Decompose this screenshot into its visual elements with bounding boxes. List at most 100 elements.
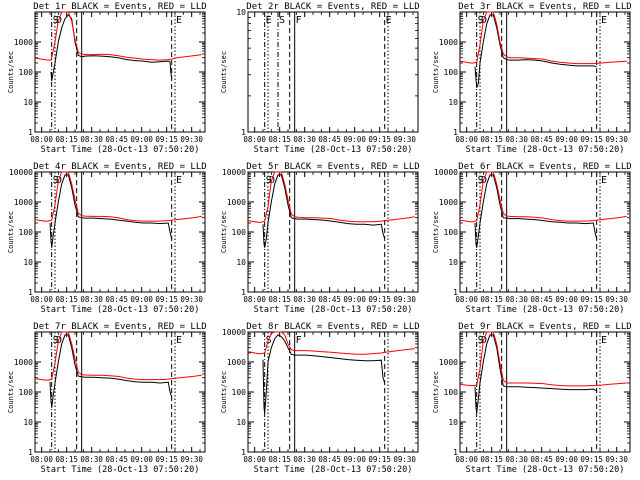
y-tick-label: 10 [23,418,33,427]
x-tick-label: 09:30 [605,455,628,464]
x-tick-label: 08:00 [243,455,266,464]
x-tick-label: 09:30 [605,295,628,304]
time-marker-label: E [601,175,607,186]
x-tick-label: 09:00 [130,295,153,304]
chart-panel-5: Det 5r BLACK = Events, RED = LLD 1 10 100 10… [220,162,420,315]
x-tick-label: 09:15 [580,295,603,304]
y-axis-label: Counts/sec [7,211,15,253]
chart-title: Det 6r BLACK = Events, RED = LLD [458,162,631,172]
chart-panel-8: Det 8r BLACK = Events, RED = LLD 1 10 100 10… [220,322,420,475]
x-tick-label: 08:30 [293,295,316,304]
x-tick-label: 08:30 [80,455,103,464]
chart-panel-2: Det 2r BLACK = Events, RED = LLD 1 10 08:00… [220,2,420,155]
y-tick-label: 1 [453,128,458,137]
chart-title: Det 1r BLACK = Events, RED = LLD [33,2,206,12]
x-axis-label: Start Time (28-Oct-13 07:50:20) [254,465,413,475]
y-axis-label: Counts/sec [432,51,440,93]
chart-panel-3: Det 3r BLACK = Events, RED = LLD 1 10 100 10… [432,2,632,155]
chart-title: Det 3r BLACK = Events, RED = LLD [458,2,631,12]
chart-title: Det 2r BLACK = Events, RED = LLD [246,2,419,12]
x-tick-label: 08:45 [318,135,341,144]
x-tick-label: 08:15 [55,295,78,304]
y-axis-label: Counts/sec [7,51,15,93]
y-axis-label: Counts/sec [220,51,228,93]
time-marker-label: E [601,15,607,26]
x-tick-label: 08:45 [318,295,341,304]
x-axis-label: Start Time (28-Oct-13 07:50:20) [41,145,200,155]
plot-frame [247,11,419,133]
y-tick-label: 10 [236,258,246,267]
time-marker-label: E [601,335,607,346]
y-tick-label: 1 [241,448,246,457]
x-tick-label: 09:30 [180,455,203,464]
x-tick-label: 08:00 [30,455,53,464]
chart-panel-1: Det 1r BLACK = Events, RED = LLD 1 10 100 10… [7,2,207,155]
y-tick-label: 10 [23,258,33,267]
x-tick-label: 09:15 [155,455,178,464]
x-tick-label: 09:15 [368,455,391,464]
y-tick-label: 10 [448,418,458,427]
y-tick-label: 100 [232,228,247,237]
y-tick-label: 10 [236,418,246,427]
series-lld-line [459,171,627,223]
x-tick-label: 08:15 [268,135,291,144]
x-tick-label: 09:00 [130,135,153,144]
series-events-line [474,174,598,248]
time-marker-label: S [478,335,484,346]
x-axis-label: Start Time (28-Oct-13 07:50:20) [41,465,200,475]
time-marker-label: F [296,15,302,26]
x-tick-label: 08:15 [55,135,78,144]
series-events-line [262,334,386,414]
x-tick-label: 09:30 [180,295,203,304]
x-tick-label: 08:15 [480,455,503,464]
y-tick-label: 1000 [439,198,458,207]
x-tick-label: 08:45 [318,455,341,464]
y-tick-label: 100 [19,68,34,77]
x-tick-label: 08:45 [530,295,553,304]
x-tick-label: 08:15 [480,295,503,304]
x-axis-label: Start Time (28-Oct-13 07:50:20) [41,305,200,315]
series-events-line [50,14,173,82]
y-tick-label: 1000 [14,38,33,47]
series-events-line [474,14,597,88]
series-lld-line [247,171,415,223]
series-lld-line [247,331,415,355]
y-axis-label: Counts/sec [220,211,228,253]
y-tick-label: 100 [19,228,34,237]
y-tick-label: 1 [241,128,246,137]
x-tick-label: 09:00 [343,295,366,304]
time-marker-label: F [296,335,302,346]
chart-title: Det 8r BLACK = Events, RED = LLD [246,322,419,332]
chart-title: Det 5r BLACK = Events, RED = LLD [246,162,419,172]
x-tick-label: 08:00 [455,455,478,464]
x-tick-label: 08:30 [80,295,103,304]
series-events-line [49,174,173,248]
y-tick-label: 10000 [222,168,246,177]
time-marker-label: E [266,15,272,26]
x-tick-label: 08:30 [505,295,528,304]
y-tick-label: 10 [23,98,33,107]
y-tick-label: 1000 [439,358,458,367]
x-tick-label: 09:15 [155,295,178,304]
time-marker-label: E [176,335,182,346]
x-tick-label: 09:30 [393,295,416,304]
x-tick-label: 09:15 [368,295,391,304]
y-axis-label: Counts/sec [220,371,228,413]
x-tick-label: 09:00 [343,455,366,464]
x-tick-label: 08:45 [105,455,128,464]
y-axis-label: Counts/sec [432,211,440,253]
time-marker-label: S [53,175,59,186]
y-axis-label: Counts/sec [432,371,440,413]
x-axis-label: Start Time (28-Oct-13 07:50:20) [254,305,413,315]
y-tick-label: 1 [28,128,33,137]
x-axis-label: Start Time (28-Oct-13 07:50:20) [466,465,625,475]
x-tick-label: 08:00 [30,295,53,304]
x-tick-label: 09:15 [580,455,603,464]
time-marker-label: S [53,335,59,346]
x-tick-label: 09:00 [555,455,578,464]
x-axis-label: Start Time (28-Oct-13 07:50:20) [466,145,625,155]
x-tick-label: 09:30 [180,135,203,144]
series-lld-line [34,171,202,222]
series-lld-line [459,331,627,387]
